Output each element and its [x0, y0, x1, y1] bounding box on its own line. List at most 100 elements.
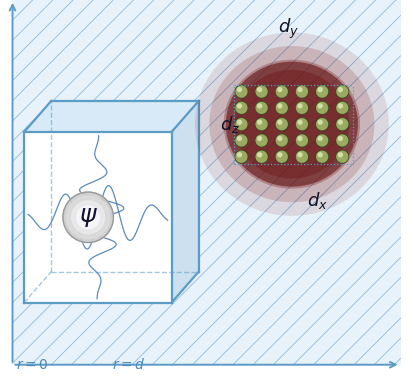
Circle shape	[315, 150, 329, 164]
Bar	[24, 132, 171, 303]
Ellipse shape	[209, 46, 375, 202]
Circle shape	[297, 136, 303, 141]
Circle shape	[295, 101, 309, 115]
Circle shape	[275, 102, 288, 114]
Circle shape	[237, 152, 242, 158]
Circle shape	[277, 120, 282, 125]
Circle shape	[235, 150, 248, 164]
Ellipse shape	[235, 70, 349, 178]
Circle shape	[237, 103, 242, 109]
Circle shape	[275, 134, 288, 147]
Circle shape	[256, 102, 268, 114]
Circle shape	[336, 118, 349, 130]
Circle shape	[257, 103, 262, 109]
Circle shape	[257, 87, 262, 92]
Circle shape	[316, 134, 328, 147]
Circle shape	[257, 120, 262, 125]
Circle shape	[336, 134, 349, 147]
Circle shape	[316, 102, 328, 114]
Circle shape	[275, 150, 289, 164]
Circle shape	[315, 101, 329, 115]
Circle shape	[335, 85, 349, 99]
Circle shape	[275, 101, 289, 115]
Circle shape	[254, 117, 268, 131]
Circle shape	[338, 136, 343, 141]
Circle shape	[338, 87, 343, 92]
Circle shape	[275, 151, 288, 163]
Circle shape	[237, 87, 242, 92]
Circle shape	[335, 117, 349, 131]
Circle shape	[256, 85, 268, 98]
Polygon shape	[24, 101, 199, 132]
Circle shape	[257, 136, 262, 141]
Circle shape	[82, 211, 95, 223]
Circle shape	[235, 101, 248, 115]
Circle shape	[254, 150, 268, 164]
Circle shape	[235, 102, 247, 114]
Circle shape	[296, 102, 308, 114]
Circle shape	[235, 134, 247, 147]
Circle shape	[295, 85, 309, 99]
Circle shape	[277, 152, 282, 158]
Circle shape	[277, 136, 282, 141]
Circle shape	[336, 102, 349, 114]
Text: $r = 0$: $r = 0$	[17, 359, 49, 372]
Circle shape	[318, 87, 323, 92]
Circle shape	[338, 120, 343, 125]
Circle shape	[254, 133, 268, 147]
Circle shape	[316, 151, 328, 163]
Text: $d_z$: $d_z$	[220, 114, 240, 135]
Circle shape	[254, 85, 268, 99]
Ellipse shape	[195, 33, 389, 216]
Circle shape	[275, 85, 289, 99]
Circle shape	[256, 118, 268, 130]
Circle shape	[338, 152, 343, 158]
Ellipse shape	[226, 62, 358, 187]
Circle shape	[235, 118, 247, 130]
Circle shape	[275, 118, 288, 130]
Circle shape	[72, 201, 104, 234]
Circle shape	[275, 85, 288, 98]
Circle shape	[296, 134, 308, 147]
Circle shape	[237, 136, 242, 141]
Circle shape	[257, 152, 262, 158]
Circle shape	[296, 85, 308, 98]
Circle shape	[237, 120, 242, 125]
Circle shape	[315, 85, 329, 99]
Circle shape	[235, 151, 247, 163]
Circle shape	[277, 87, 282, 92]
Circle shape	[336, 85, 349, 98]
Circle shape	[235, 85, 247, 98]
Circle shape	[335, 150, 349, 164]
Circle shape	[335, 101, 349, 115]
Ellipse shape	[224, 60, 360, 189]
Text: $r = d$: $r = d$	[112, 357, 146, 372]
Polygon shape	[171, 101, 199, 303]
Circle shape	[318, 136, 323, 141]
Circle shape	[256, 134, 268, 147]
Circle shape	[235, 133, 248, 147]
Circle shape	[297, 152, 303, 158]
Circle shape	[63, 192, 114, 242]
Circle shape	[235, 117, 248, 131]
Circle shape	[318, 120, 323, 125]
Circle shape	[254, 101, 268, 115]
Circle shape	[297, 87, 303, 92]
Circle shape	[277, 103, 282, 109]
Circle shape	[318, 103, 323, 109]
Circle shape	[338, 103, 343, 109]
Circle shape	[316, 118, 328, 130]
Circle shape	[67, 196, 109, 239]
Circle shape	[295, 117, 309, 131]
Text: $d_x$: $d_x$	[307, 190, 328, 211]
Circle shape	[296, 151, 308, 163]
Circle shape	[315, 133, 329, 147]
Text: $\psi$: $\psi$	[79, 205, 97, 229]
Circle shape	[296, 118, 308, 130]
Circle shape	[275, 117, 289, 131]
Circle shape	[318, 152, 323, 158]
Circle shape	[235, 85, 248, 99]
Circle shape	[336, 151, 349, 163]
Text: $d_y$: $d_y$	[278, 17, 299, 41]
Circle shape	[297, 120, 303, 125]
